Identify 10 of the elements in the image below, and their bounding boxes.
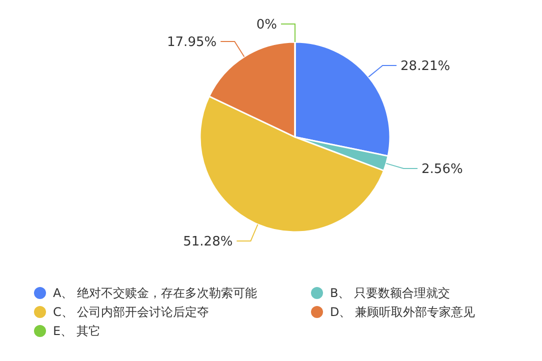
- data-label: 2.56%: [422, 162, 463, 178]
- data-label: 28.21%: [400, 59, 450, 74]
- legend-label: A、 绝对不交赎金，存在多次勒索可能: [53, 286, 258, 300]
- data-label: 17.95%: [167, 35, 217, 50]
- data-label: 51.28%: [183, 234, 233, 250]
- legend-label: D、 兼顾听取外部专家意见: [330, 305, 476, 320]
- legend-label: E、 其它: [53, 324, 100, 338]
- legend-label: C、 公司内部开会讨论后定夺: [53, 305, 210, 320]
- text: 0%: [256, 18, 277, 33]
- legend-label: B、 只要数额合理就交: [330, 286, 450, 300]
